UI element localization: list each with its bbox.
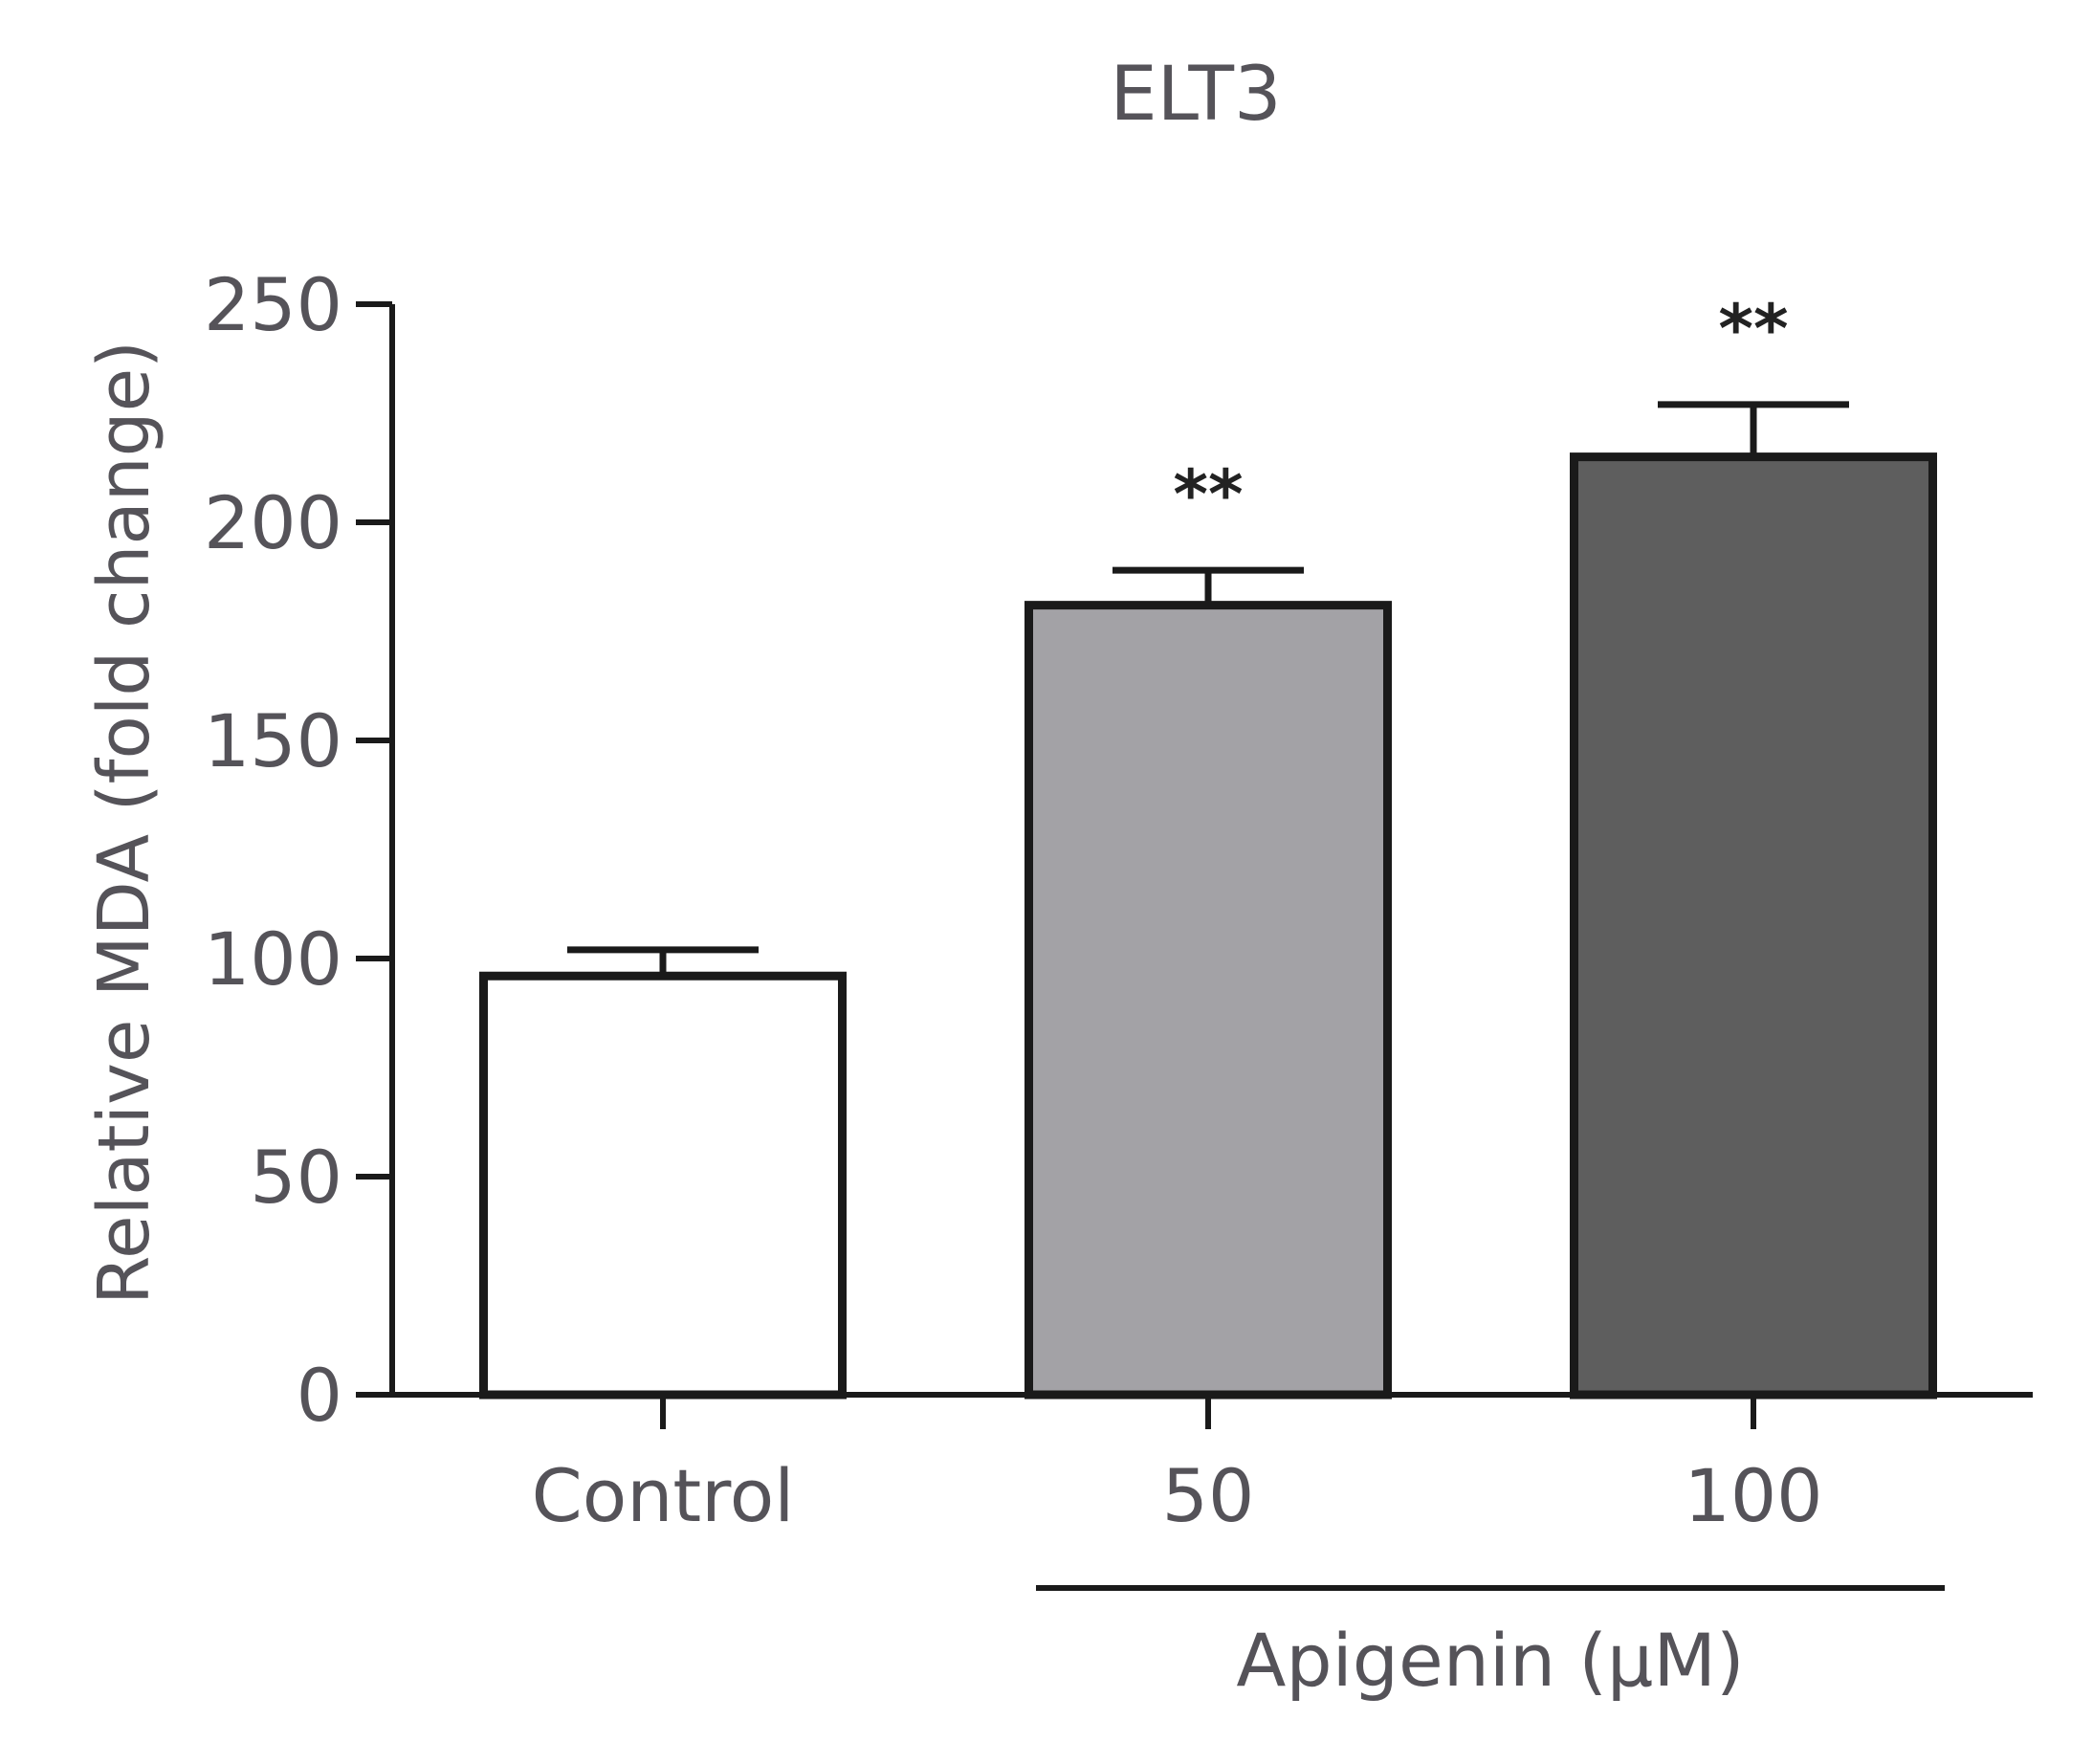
group-label: Apigenin (µM): [1236, 1618, 1744, 1703]
chart-title: ELT3: [1110, 52, 1281, 138]
bar-control: [479, 971, 847, 1400]
bar-50: [1024, 601, 1392, 1400]
y-axis-label: Relative MDA (fold change): [83, 341, 165, 1305]
bars: [479, 452, 1937, 1400]
significance-marker: **: [1718, 290, 1788, 368]
significance-marker: **: [1173, 455, 1243, 534]
x-category-label: 100: [1684, 1453, 1822, 1538]
y-tick-label: 150: [204, 698, 342, 783]
y-axis-ticks: 0 50 100 150 200 250: [204, 262, 392, 1438]
y-tick-label: 100: [204, 916, 342, 1002]
x-category-label: 50: [1162, 1453, 1255, 1538]
y-tick-label: 200: [204, 480, 342, 565]
x-category-label: Control: [532, 1453, 795, 1538]
bar-100: [1570, 452, 1937, 1400]
y-tick-label: 50: [250, 1135, 342, 1220]
significance-markers: ** **: [1173, 290, 1788, 534]
error-bars: [567, 401, 1849, 977]
y-tick-label: 0: [297, 1353, 342, 1438]
y-tick-label: 250: [204, 262, 342, 347]
x-axis-categories: Control 50 100: [532, 1395, 1823, 1538]
